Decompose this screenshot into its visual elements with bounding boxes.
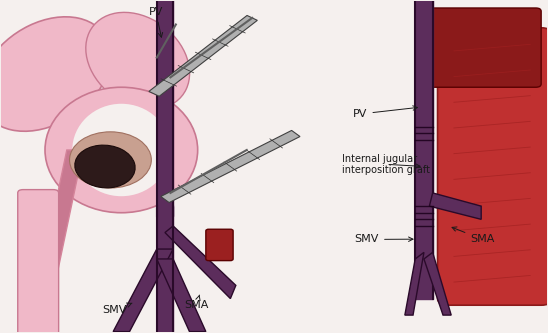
Ellipse shape xyxy=(45,87,198,213)
Text: SMV: SMV xyxy=(355,234,413,244)
Polygon shape xyxy=(28,150,83,332)
Polygon shape xyxy=(113,249,173,332)
Text: SMV: SMV xyxy=(102,303,132,315)
Polygon shape xyxy=(157,0,173,216)
Polygon shape xyxy=(157,206,173,332)
Ellipse shape xyxy=(0,17,111,131)
Polygon shape xyxy=(415,0,433,299)
Text: SMA: SMA xyxy=(452,227,495,244)
Ellipse shape xyxy=(86,12,190,109)
Text: PV: PV xyxy=(353,106,418,119)
Polygon shape xyxy=(157,259,206,332)
Text: SMA: SMA xyxy=(184,295,208,310)
Ellipse shape xyxy=(70,132,151,188)
Polygon shape xyxy=(161,131,300,202)
FancyBboxPatch shape xyxy=(18,189,59,333)
Polygon shape xyxy=(430,193,481,219)
Polygon shape xyxy=(165,226,236,299)
Polygon shape xyxy=(149,15,258,96)
FancyBboxPatch shape xyxy=(421,8,541,87)
FancyBboxPatch shape xyxy=(206,229,233,261)
Ellipse shape xyxy=(75,145,135,188)
Polygon shape xyxy=(405,252,424,315)
Text: Internal jugular
interposition graft: Internal jugular interposition graft xyxy=(342,154,430,175)
Ellipse shape xyxy=(72,104,170,196)
Polygon shape xyxy=(424,252,451,315)
Text: PV: PV xyxy=(149,7,163,37)
FancyBboxPatch shape xyxy=(437,28,548,305)
